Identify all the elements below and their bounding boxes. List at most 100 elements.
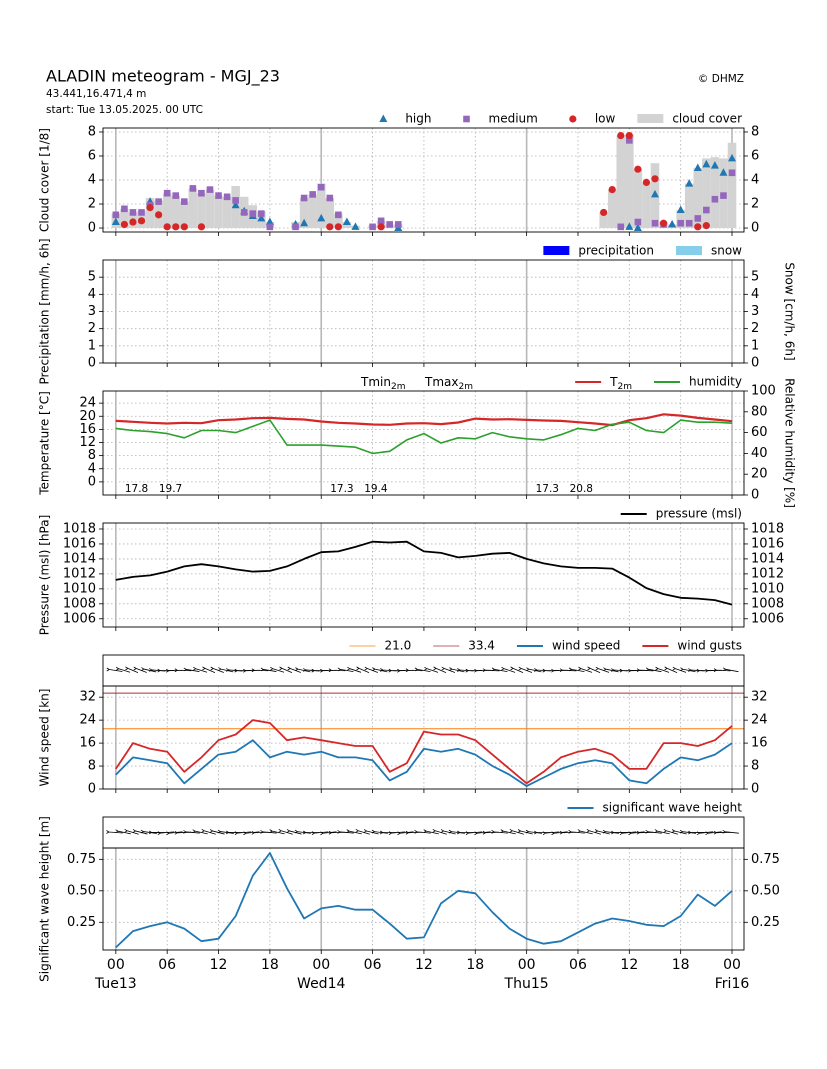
y-tick-label: 8 <box>88 759 96 774</box>
x-tick-label: 00 <box>107 957 125 973</box>
y-tick-label: 1018 <box>63 521 96 536</box>
direction-arrow <box>372 667 388 673</box>
arrow-strip <box>102 654 745 687</box>
marker-square <box>181 198 188 205</box>
marker-square <box>317 183 325 191</box>
marker-square <box>694 215 702 222</box>
marker-square <box>249 210 257 217</box>
y-tick-label: 16 <box>79 736 96 751</box>
y-tick-label: 1014 <box>63 551 96 566</box>
y2-tick-label: 0.50 <box>751 883 780 898</box>
marker-square <box>617 223 625 231</box>
bar <box>676 210 685 229</box>
legend-label: precipitation <box>578 244 654 258</box>
y2-tick-label: 4 <box>751 173 759 188</box>
y2-tick-label: 2 <box>751 321 759 336</box>
direction-arrow <box>269 829 285 835</box>
marker-square <box>266 223 274 231</box>
x-tick-label: 06 <box>158 957 176 973</box>
direction-arrow <box>423 829 439 835</box>
marker-triangle <box>633 223 642 232</box>
bar <box>633 169 643 229</box>
direction-arrow <box>432 828 447 835</box>
x-tick-label: 12 <box>415 957 433 973</box>
copyright: © DHMZ <box>698 73 744 85</box>
marker-square <box>685 219 693 227</box>
direction-arrow <box>166 831 183 836</box>
direction-arrow <box>664 666 678 673</box>
direction-arrow <box>482 668 500 673</box>
bar <box>342 222 352 229</box>
y2-tick-label: 1016 <box>751 536 784 551</box>
legend-swatch <box>569 115 577 123</box>
y2-tick-label: 0 <box>751 356 759 371</box>
direction-arrow <box>193 666 208 673</box>
y2-tick-label: 2 <box>751 197 759 212</box>
y-tick-label: 4 <box>88 287 96 302</box>
legend-swatch <box>379 114 388 122</box>
direction-arrow <box>433 666 447 673</box>
y-axis-label: Temperature [°C] <box>38 391 52 496</box>
marker-triangle <box>702 159 711 168</box>
direction-arrow <box>559 668 577 673</box>
y2-tick-label: 0.25 <box>751 915 780 930</box>
direction-arrow <box>586 828 601 835</box>
start-time: start: Tue 13.05.2025. 00 UTC <box>46 104 203 116</box>
legend-swatch <box>637 114 664 123</box>
direction-arrow <box>106 667 123 672</box>
day-label: Wed14 <box>297 976 345 992</box>
tmin-value: 17.3 <box>536 483 559 495</box>
bar <box>316 183 326 229</box>
legend-label: 21.0 <box>385 639 412 653</box>
marker-square <box>112 211 120 219</box>
bar <box>171 195 181 229</box>
marker-circle <box>634 165 642 173</box>
tmin-header-main: Tmin <box>360 375 391 389</box>
y-tick-label: 32 <box>79 690 96 705</box>
direction-arrow <box>148 830 166 835</box>
marker-square <box>300 194 308 202</box>
y-tick-label: 2 <box>88 197 96 212</box>
marker-square <box>720 192 727 199</box>
marker-square <box>386 221 393 228</box>
marker-triangle <box>111 217 120 226</box>
marker-circle <box>163 223 171 231</box>
direction-arrow <box>705 831 722 836</box>
direction-arrow <box>320 831 337 836</box>
legend-label: wind speed <box>552 639 620 653</box>
y-tick-label: 1012 <box>63 566 96 581</box>
y-tick-label: 2 <box>88 321 96 336</box>
y2-tick-label: 40 <box>751 446 768 461</box>
direction-arrow <box>578 666 593 673</box>
legend-label: cloud cover <box>672 112 742 126</box>
y-tick-label: 0 <box>88 782 96 797</box>
y-tick-label: 0 <box>88 474 96 489</box>
x-tick-label: 06 <box>569 957 587 973</box>
legend-label-sub: 2m <box>618 382 633 392</box>
bar <box>214 195 223 229</box>
tmax-value: 20.8 <box>570 483 593 495</box>
tmin-header: Tmin2m <box>360 375 405 392</box>
legend-label-main: T <box>609 375 618 389</box>
y2-tick-label: 0 <box>751 221 759 236</box>
x-tick-label: 06 <box>364 957 382 973</box>
direction-arrow <box>217 829 234 834</box>
bar <box>727 142 737 229</box>
marker-square <box>172 192 180 199</box>
x-tick-label: 00 <box>723 957 741 973</box>
marker-circle <box>197 223 206 231</box>
direction-arrow <box>125 666 139 673</box>
arrow-strip <box>102 816 745 849</box>
marker-circle <box>617 131 625 140</box>
y2-axis-label: Snow [cm/h, 6h] <box>783 262 797 360</box>
y-tick-label: 6 <box>88 148 96 163</box>
direction-arrow <box>705 668 722 673</box>
marker-square <box>232 197 239 204</box>
bar <box>197 193 206 229</box>
y-tick-label: 16 <box>79 422 96 437</box>
direction-arrow <box>603 667 619 673</box>
marker-triangle <box>317 213 326 222</box>
x-tick-label: 12 <box>210 957 228 973</box>
y2-tick-label: 1014 <box>751 551 784 566</box>
line <box>115 419 733 455</box>
